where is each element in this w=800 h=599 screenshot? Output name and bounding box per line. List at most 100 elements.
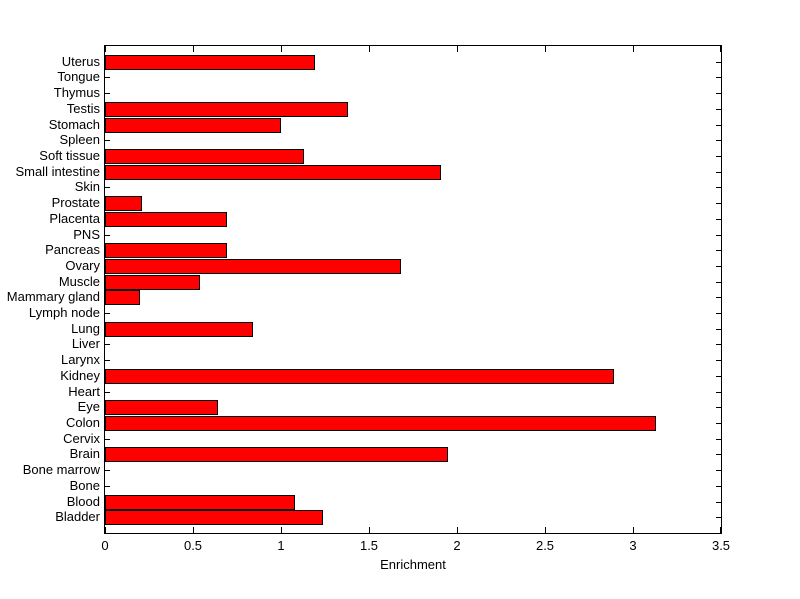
y-tick-left [105, 360, 110, 361]
x-tick-top [633, 46, 634, 52]
y-tick-label: Stomach [48, 117, 100, 132]
y-tick-right [716, 203, 721, 204]
y-tick-left [105, 439, 110, 440]
x-tick-label: 0 [101, 538, 109, 553]
y-tick-right [716, 187, 721, 188]
y-tick-left [105, 344, 110, 345]
y-tick-left [105, 486, 110, 487]
y-tick-right [716, 219, 721, 220]
y-tick-right [716, 344, 721, 345]
y-tick-label: Lung [71, 321, 100, 336]
bar-eye [105, 400, 218, 415]
y-tick-right [716, 439, 721, 440]
y-tick-label: Kidney [60, 368, 100, 383]
y-tick-right [716, 140, 721, 141]
x-tick-top [369, 46, 370, 52]
y-tick-label: Uterus [61, 54, 100, 69]
x-tick-label: 2 [453, 538, 461, 553]
y-tick-label: Bone marrow [22, 462, 100, 477]
plot-inner [105, 46, 721, 533]
y-tick-right [716, 62, 721, 63]
y-tick-right [716, 125, 721, 126]
y-tick-right [716, 282, 721, 283]
y-tick-left [105, 313, 110, 314]
y-tick-left [105, 392, 110, 393]
y-tick-label: Pancreas [45, 242, 100, 257]
bar-ovary [105, 259, 401, 274]
y-tick-left [105, 77, 110, 78]
y-tick-label: Colon [66, 415, 100, 430]
y-tick-right [716, 77, 721, 78]
y-tick-label: Eye [77, 399, 100, 414]
bar-bladder [105, 510, 323, 525]
y-tick-label: Liver [71, 336, 100, 351]
x-tick-top [281, 46, 282, 52]
y-tick-right [716, 517, 721, 518]
x-tick-bottom [633, 527, 634, 533]
y-tick-label: Mammary gland [6, 289, 100, 304]
bar-pancreas [105, 243, 227, 258]
y-tick-label: Soft tissue [39, 148, 100, 163]
bar-kidney [105, 369, 614, 384]
x-axis-tick-labels: 0 0.5 1 1.5 2 2.5 3 3.5 [0, 538, 800, 554]
x-tick-label: 1 [277, 538, 285, 553]
y-tick-right [716, 454, 721, 455]
x-tick-label: 3 [629, 538, 637, 553]
y-tick-label: Ovary [65, 258, 100, 273]
y-tick-right [716, 486, 721, 487]
y-tick-right [716, 313, 721, 314]
y-tick-label: Brain [69, 446, 100, 461]
y-tick-left [105, 140, 110, 141]
y-tick-label: Larynx [60, 352, 100, 367]
bar-brain [105, 447, 448, 462]
x-tick-label: 1.5 [359, 538, 379, 553]
y-tick-right [716, 376, 721, 377]
y-tick-right [716, 502, 721, 503]
y-tick-right [716, 266, 721, 267]
bar-stomach [105, 118, 281, 133]
bar-mammary-gland [105, 290, 140, 305]
x-tick-bottom [720, 527, 721, 533]
y-tick-right [716, 392, 721, 393]
y-tick-right [716, 329, 721, 330]
y-tick-label: Heart [68, 384, 100, 399]
bar-uterus [105, 55, 315, 70]
y-tick-left [105, 470, 110, 471]
y-tick-label: Bone [69, 478, 100, 493]
y-tick-right [716, 407, 721, 408]
x-tick-top [105, 46, 106, 52]
x-tick-top [193, 46, 194, 52]
bar-lung [105, 322, 253, 337]
y-tick-right [716, 297, 721, 298]
bar-placenta [105, 212, 227, 227]
y-tick-right [716, 360, 721, 361]
y-tick-right [716, 109, 721, 110]
y-tick-label: Bladder [55, 509, 100, 524]
bar-blood [105, 495, 295, 510]
bar-muscle [105, 275, 200, 290]
y-tick-label: Thymus [53, 85, 100, 100]
y-tick-left [105, 235, 110, 236]
x-tick-label: 3.5 [711, 538, 731, 553]
y-tick-label: Skin [74, 179, 100, 194]
bar-soft-tissue [105, 149, 304, 164]
bar-prostate [105, 196, 142, 211]
y-tick-right [716, 156, 721, 157]
y-tick-label: Tongue [57, 69, 100, 84]
y-tick-label: Small intestine [15, 164, 100, 179]
bar-testis [105, 102, 348, 117]
y-tick-label: Testis [66, 101, 100, 116]
y-tick-label: Spleen [59, 132, 100, 147]
y-axis-labels: Uterus Tongue Thymus Testis Stomach Spleen Sof… [0, 46, 100, 533]
y-tick-label: Blood [66, 494, 100, 509]
x-axis-label: Enrichment [380, 557, 446, 572]
bar-small-intestine [105, 165, 441, 180]
x-tick-top [720, 46, 721, 52]
x-tick-top [545, 46, 546, 52]
y-tick-label: Prostate [51, 195, 100, 210]
y-tick-label: PNS [73, 227, 100, 242]
y-tick-right [716, 250, 721, 251]
x-tick-top [457, 46, 458, 52]
y-tick-right [716, 172, 721, 173]
